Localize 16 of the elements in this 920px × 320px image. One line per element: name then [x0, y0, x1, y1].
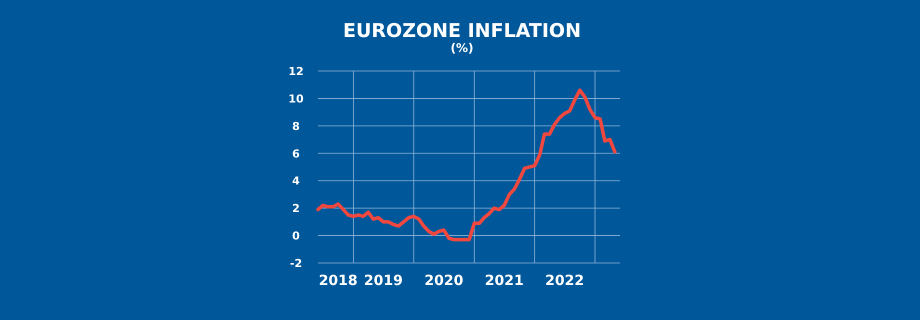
y-tick-label: 0 — [292, 230, 300, 243]
chart-title: EUROZONE INFLATION — [343, 20, 581, 42]
y-tick-label: 6 — [292, 147, 300, 160]
y-tick-label: 12 — [288, 65, 304, 78]
x-tick-label: 2020 — [424, 273, 464, 289]
x-tick-label: 2021 — [484, 273, 524, 289]
y-tick-label: 2 — [292, 202, 300, 216]
line-series — [316, 88, 617, 242]
chart-subtitle: (%) — [450, 41, 474, 55]
x-tick-label: 2019 — [364, 273, 403, 289]
y-tick-label: 10 — [288, 92, 304, 106]
y-tick-label: 4 — [292, 174, 300, 188]
x-tick-label: 2018 — [318, 273, 358, 289]
y-tick-label: -2 — [290, 257, 302, 270]
x-tick-label: 2022 — [545, 273, 584, 289]
y-tick-label: 8 — [292, 120, 300, 133]
